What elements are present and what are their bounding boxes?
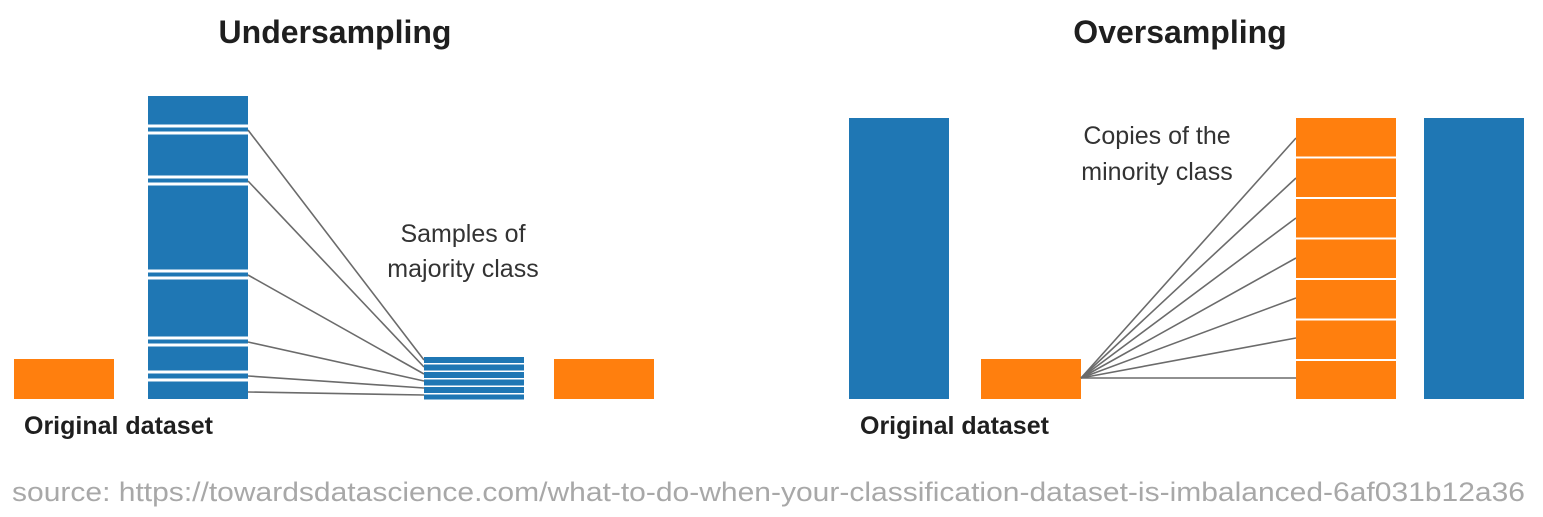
oversampling-title: Oversampling bbox=[1073, 14, 1286, 50]
connector-line bbox=[247, 180, 425, 368]
undersampling-original-label: Original dataset bbox=[24, 412, 214, 440]
minority-copy bbox=[1296, 118, 1396, 157]
undersampling-sample-dividers bbox=[148, 124, 248, 382]
sampled-slice bbox=[424, 394, 524, 400]
connector-line bbox=[1080, 337, 1297, 379]
sampled-slice bbox=[424, 387, 524, 393]
oversampling-minority-copies bbox=[1296, 118, 1396, 399]
minority-copy bbox=[1296, 199, 1396, 238]
minority-copy bbox=[1296, 361, 1396, 399]
connector-line bbox=[247, 341, 425, 382]
connector-line bbox=[1080, 177, 1297, 379]
connector-line bbox=[1080, 137, 1297, 379]
minority-copy bbox=[1296, 158, 1396, 197]
sampled-slice bbox=[424, 364, 524, 371]
oversampling-annotation-line1: Copies of the bbox=[1083, 122, 1230, 150]
oversampling-result-majority-bar bbox=[1424, 118, 1524, 399]
undersampling-connectors bbox=[247, 129, 425, 396]
oversampling-original-majority-bar bbox=[849, 118, 949, 399]
sampled-slice bbox=[424, 357, 524, 363]
undersampling-annotation-line1: Samples of bbox=[400, 220, 525, 248]
oversampling-connectors bbox=[1080, 137, 1297, 379]
undersampling-original-majority-bar bbox=[148, 96, 248, 399]
connector-line bbox=[1080, 297, 1297, 379]
oversampling-annotation-line2: minority class bbox=[1081, 158, 1232, 186]
minority-copy bbox=[1296, 239, 1396, 278]
oversampling-original-label: Original dataset bbox=[860, 412, 1050, 440]
undersampling-title: Undersampling bbox=[219, 14, 452, 50]
minority-copy bbox=[1296, 280, 1396, 319]
sampled-slice bbox=[424, 372, 524, 378]
connector-line bbox=[1080, 257, 1297, 379]
connector-line bbox=[247, 391, 425, 396]
undersampling-panel: Undersampling bbox=[14, 14, 654, 440]
connector-line bbox=[247, 274, 425, 375]
connector-line bbox=[1080, 217, 1297, 379]
minority-copy bbox=[1296, 320, 1396, 359]
sampled-slice bbox=[424, 379, 524, 386]
oversampling-original-minority-bar bbox=[981, 359, 1081, 399]
connector-line bbox=[247, 129, 425, 361]
oversampling-panel: Oversampling Copies of the m bbox=[849, 14, 1524, 440]
source-caption: source: https://towardsdatascience.com/w… bbox=[12, 477, 1525, 507]
undersampling-annotation-line2: majority class bbox=[387, 255, 538, 283]
undersampling-original-minority-bar bbox=[14, 359, 114, 399]
undersampling-sampled-majority-bar bbox=[424, 357, 524, 400]
undersampling-result-minority-bar bbox=[554, 359, 654, 399]
connector-line bbox=[247, 375, 425, 389]
